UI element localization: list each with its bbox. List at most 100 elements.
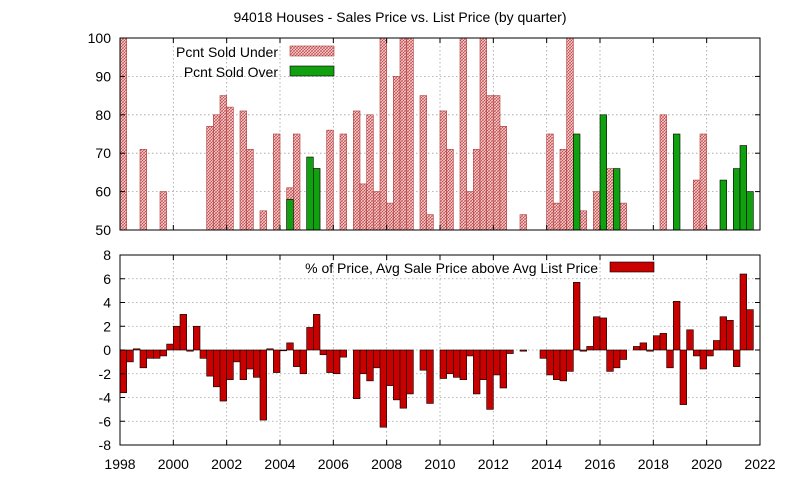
bar-sold-under: [519, 214, 527, 231]
bar-sold-under: [139, 149, 147, 231]
bar-avg-sale-vs-list: [746, 309, 754, 351]
bar-sold-under: [239, 110, 247, 231]
bar-avg-sale-vs-list: [613, 349, 621, 369]
x-tick-label: 2008: [371, 456, 402, 472]
bar-sold-over: [719, 179, 727, 231]
bar-avg-sale-vs-list: [699, 349, 707, 370]
y-tick-label: -4: [99, 390, 112, 406]
y-tick-label: 50: [95, 222, 111, 238]
y-tick-label: 100: [88, 30, 112, 46]
bar-sold-under: [366, 114, 374, 231]
bar-sold-over: [573, 133, 581, 231]
x-tick-label: 2002: [211, 456, 242, 472]
bar-avg-sale-vs-list: [599, 317, 607, 351]
bar-avg-sale-vs-list: [606, 349, 614, 372]
x-tick-label: 2018: [638, 456, 669, 472]
bar-avg-sale-vs-list: [193, 325, 201, 351]
bar-avg-sale-vs-list: [733, 349, 741, 367]
bar-avg-sale-vs-list: [673, 301, 681, 351]
bar-avg-sale-vs-list: [466, 349, 474, 357]
y-tick-label: 8: [103, 247, 111, 263]
bar-avg-sale-vs-list: [506, 349, 514, 354]
bar-avg-sale-vs-list: [213, 349, 221, 388]
bar-avg-sale-vs-list: [419, 349, 427, 371]
bar-sold-under: [159, 191, 167, 231]
bar-avg-sale-vs-list: [153, 349, 161, 359]
bar-avg-sale-vs-list: [693, 349, 701, 357]
legend-label-avg: % of Price, Avg Sale Price above Avg Lis…: [305, 260, 598, 276]
bar-avg-sale-vs-list: [659, 333, 667, 351]
bar-sold-under: [273, 133, 281, 231]
y-tick-label: 6: [103, 271, 111, 287]
bar-avg-sale-vs-list: [293, 349, 301, 367]
bar-sold-under: [206, 126, 214, 231]
bar-sold-under: [259, 210, 267, 231]
y-tick-label: 0: [103, 342, 111, 358]
y-tick-label: 2: [103, 318, 111, 334]
bar-avg-sale-vs-list: [486, 349, 494, 410]
bar-avg-sale-vs-list: [559, 349, 567, 382]
bottom-chart-legend: % of Price, Avg Sale Price above Avg Lis…: [305, 260, 655, 276]
x-tick-label: 2010: [424, 456, 455, 472]
legend-label-sold-over: Pcnt Sold Over: [184, 64, 278, 80]
bar-avg-sale-vs-list: [653, 335, 661, 351]
y-tick-label: 80: [95, 107, 111, 123]
bar-sold-over: [313, 168, 321, 231]
bar-avg-sale-vs-list: [453, 349, 461, 378]
bar-avg-sale-vs-list: [493, 349, 501, 376]
bar-avg-sale-vs-list: [686, 329, 694, 351]
bar-avg-sale-vs-list: [333, 349, 341, 375]
bar-sold-under: [459, 37, 467, 231]
y-tick-label: -8: [99, 437, 112, 453]
legend-label-sold-under: Pcnt Sold Under: [176, 44, 278, 60]
bar-avg-sale-vs-list: [446, 349, 454, 375]
bar-avg-sale-vs-list: [739, 273, 747, 351]
bar-sold-under: [473, 149, 481, 231]
bar-avg-sale-vs-list: [373, 349, 381, 369]
bar-avg-sale-vs-list: [179, 314, 187, 351]
bar-avg-sale-vs-list: [579, 349, 587, 352]
bar-avg-sale-vs-list: [319, 349, 327, 356]
bar-avg-sale-vs-list: [439, 349, 447, 379]
x-tick-label: 2014: [531, 456, 562, 472]
bar-sold-over: [733, 168, 741, 231]
bar-avg-sale-vs-list: [339, 349, 347, 358]
chart-title: 94018 Houses - Sales Price vs. List Pric…: [233, 9, 566, 25]
bar-avg-sale-vs-list: [459, 349, 467, 380]
bar-sold-under: [559, 149, 567, 231]
bar-avg-sale-vs-list: [586, 346, 594, 351]
bar-avg-sale-vs-list: [393, 349, 401, 401]
bar-avg-sale-vs-list: [126, 349, 134, 363]
x-tick-label: 2020: [691, 456, 722, 472]
bar-sold-over: [613, 168, 621, 231]
bar-sold-under: [213, 114, 221, 231]
bar-sold-under: [466, 191, 474, 231]
bar-sold-over: [599, 114, 607, 231]
y-tick-label: -6: [99, 413, 112, 429]
bar-sold-under: [619, 202, 627, 231]
bar-sold-under: [379, 37, 387, 231]
y-tick-label: 90: [95, 68, 111, 84]
bar-sold-under: [693, 179, 701, 231]
bar-avg-sale-vs-list: [566, 349, 574, 372]
bar-avg-sale-vs-list: [166, 343, 174, 351]
bar-sold-under: [406, 37, 414, 231]
y-tick-label: 4: [103, 295, 111, 311]
bar-avg-sale-vs-list: [426, 349, 434, 404]
x-tick-label: 2004: [264, 456, 295, 472]
bar-sold-over: [746, 191, 754, 231]
bar-sold-under: [439, 110, 447, 231]
bar-avg-sale-vs-list: [226, 349, 234, 380]
bar-avg-sale-vs-list: [546, 349, 554, 376]
bar-avg-sale-vs-list: [119, 349, 127, 394]
bar-avg-sale-vs-list: [499, 349, 507, 389]
top-chart-bars: [119, 37, 754, 231]
bar-avg-sale-vs-list: [713, 340, 721, 351]
bar-avg-sale-vs-list: [573, 282, 581, 351]
bar-sold-over: [739, 145, 747, 231]
bar-avg-sale-vs-list: [286, 342, 294, 351]
bar-avg-sale-vs-list: [279, 349, 287, 352]
bar-avg-sale-vs-list: [253, 349, 261, 378]
bar-sold-under: [219, 95, 227, 231]
bar-sold-under: [373, 191, 381, 231]
